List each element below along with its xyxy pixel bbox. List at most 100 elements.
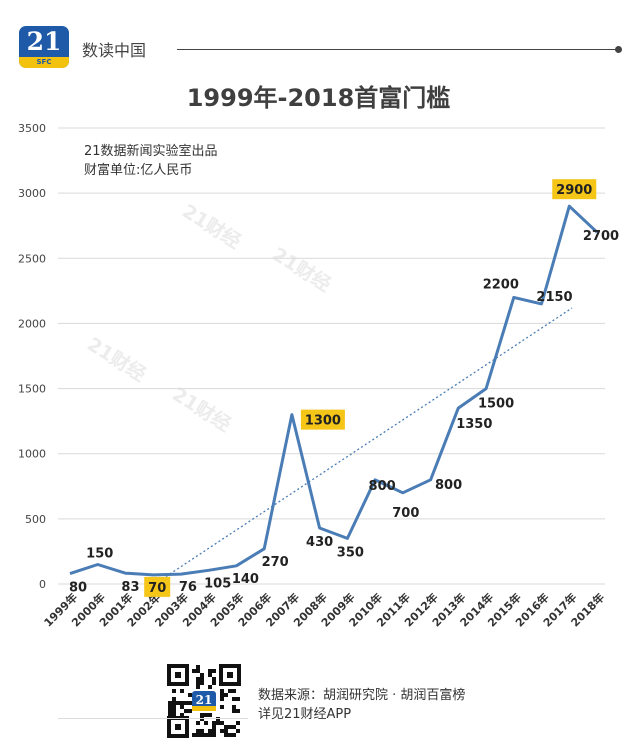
data-label: 800 <box>435 478 462 493</box>
qr-code[interactable]: 21 <box>167 664 241 738</box>
y-tick-label: 3000 <box>18 187 46 200</box>
trend-line-group <box>154 307 573 585</box>
qr-module <box>216 721 220 725</box>
qr-module <box>220 693 224 697</box>
source-block: 数据来源：胡润研究院 · 胡润百富榜 详见21财经APP <box>258 686 465 724</box>
data-label: 1500 <box>478 397 514 412</box>
qr-module <box>168 701 172 705</box>
qr-module <box>236 729 240 733</box>
qr-module <box>204 733 208 737</box>
data-label: 150 <box>86 546 113 561</box>
qr-module <box>212 725 216 729</box>
qr-module <box>192 733 196 737</box>
qr-module <box>188 701 192 705</box>
qr-module <box>200 677 204 681</box>
qr-module <box>232 733 236 737</box>
y-tick-label: 2500 <box>18 252 46 265</box>
grid-lines <box>58 127 605 585</box>
qr-module <box>184 701 188 705</box>
data-label: 350 <box>337 545 364 560</box>
qr-module <box>236 709 240 713</box>
credit-line-1: 21数据新闻实验室出品 <box>84 144 218 159</box>
trend-line <box>154 307 573 585</box>
qr-module <box>204 713 208 717</box>
data-label: 2200 <box>483 277 519 292</box>
qr-module <box>220 689 224 693</box>
y-axis-ticks: 0 500 1000 1500 2000 2500 3000 3500 <box>18 122 46 591</box>
data-label-highlight <box>552 179 597 200</box>
qr-module <box>232 725 236 729</box>
qr-module <box>212 681 216 685</box>
qr-module <box>232 709 236 713</box>
qr-module <box>196 669 200 673</box>
y-tick-label: 2000 <box>18 317 46 330</box>
data-label: 2700 <box>583 229 619 244</box>
data-label: 1350 <box>456 417 492 432</box>
qr-module <box>188 693 192 697</box>
qr-module <box>232 689 236 693</box>
y-tick-label: 0 <box>39 578 46 591</box>
qr-module <box>208 673 212 677</box>
x-axis-ticks: 1999年2000年2001年2002年2003年2004年2005年2006年… <box>41 590 607 629</box>
qr-module <box>224 729 228 733</box>
qr-module <box>192 669 196 673</box>
qr-module <box>196 681 200 685</box>
qr-module <box>168 713 172 717</box>
y-tick-label: 3500 <box>18 122 46 135</box>
qr-module <box>180 713 184 717</box>
data-label: 800 <box>369 479 396 494</box>
qr-module <box>184 709 188 713</box>
data-label: 700 <box>392 506 419 521</box>
qr-module <box>220 729 224 733</box>
series-line-group <box>69 204 599 577</box>
qr-module <box>176 701 180 705</box>
qr-module <box>232 705 236 709</box>
data-label: 83 <box>121 580 139 595</box>
data-label: 1300 <box>305 414 341 429</box>
qr-module <box>200 713 204 717</box>
qr-module <box>216 717 220 721</box>
qr-module <box>212 721 216 725</box>
header-divider-dot <box>615 46 622 53</box>
credit-line-2: 财富单位:亿人民币 <box>84 163 193 178</box>
qr-module <box>180 701 184 705</box>
logo-number: 21 <box>26 27 62 56</box>
qr-module <box>172 689 176 693</box>
qr-module <box>228 689 232 693</box>
qr-badge-text: 21 <box>196 693 213 707</box>
source-line-1: 数据来源：胡润研究院 · 胡润百富榜 <box>258 688 466 703</box>
qr-module <box>188 709 192 713</box>
y-tick-label: 1000 <box>18 448 46 461</box>
qr-module <box>172 705 176 709</box>
sfc-logo: 21 SFC <box>19 26 69 68</box>
data-label-highlight <box>144 576 171 597</box>
series-line <box>69 204 599 577</box>
qr-module <box>204 721 208 725</box>
qr-module <box>212 669 216 673</box>
qr-module <box>208 733 212 737</box>
chart-title: 1999年-2018首富门槛 <box>186 84 451 112</box>
data-label: 80 <box>69 581 87 596</box>
qr-module <box>200 717 204 721</box>
qr-module <box>208 685 212 689</box>
data-label: 76 <box>179 580 197 595</box>
data-label: 105 <box>204 576 231 591</box>
qr-module <box>172 709 176 713</box>
data-label: 70 <box>148 581 166 596</box>
qr-code-icon: 21 <box>167 664 241 738</box>
credit-block: 21数据新闻实验室出品 财富单位:亿人民币 <box>84 142 218 180</box>
data-label: 270 <box>262 555 289 570</box>
qr-module <box>200 729 204 733</box>
qr-module <box>180 705 184 709</box>
qr-module <box>196 665 200 669</box>
qr-module <box>212 733 216 737</box>
qr-module <box>224 725 228 729</box>
qr-module <box>200 681 204 685</box>
qr-module <box>208 729 212 733</box>
qr-module <box>224 733 228 737</box>
qr-module <box>168 705 172 709</box>
qr-module <box>220 697 224 701</box>
logo-sub: SFC <box>19 57 69 68</box>
y-tick-label: 1500 <box>18 383 46 396</box>
y-tick-label: 500 <box>25 513 46 526</box>
